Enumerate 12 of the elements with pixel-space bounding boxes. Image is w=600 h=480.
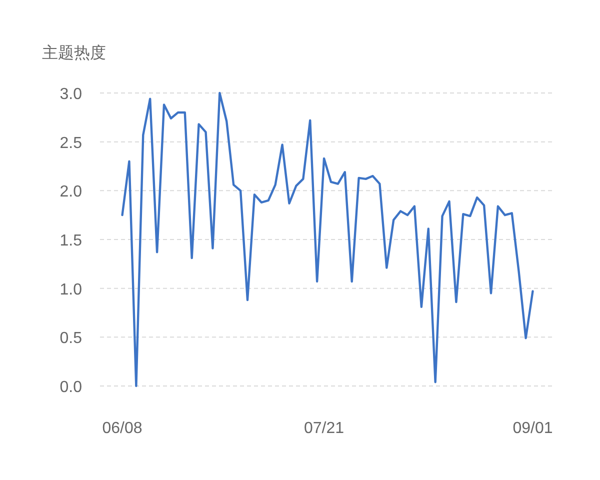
y-tick-label: 0.5 <box>60 330 82 348</box>
y-tick-label: 1.5 <box>60 232 82 250</box>
x-tick-label: 06/08 <box>102 420 142 437</box>
y-tick-label: 0.0 <box>60 379 82 396</box>
x-tick-label: 07/21 <box>304 420 344 437</box>
y-tick-label: 2.5 <box>60 134 82 152</box>
y-tick-label: 2.0 <box>60 184 82 201</box>
line-series <box>121 92 534 388</box>
y-tick-label: 1.0 <box>60 281 82 298</box>
y-tick-label: 3.0 <box>60 86 82 103</box>
y-axis-title: 主题热度 <box>42 44 106 62</box>
x-tick-label: 09/01 <box>512 420 553 437</box>
